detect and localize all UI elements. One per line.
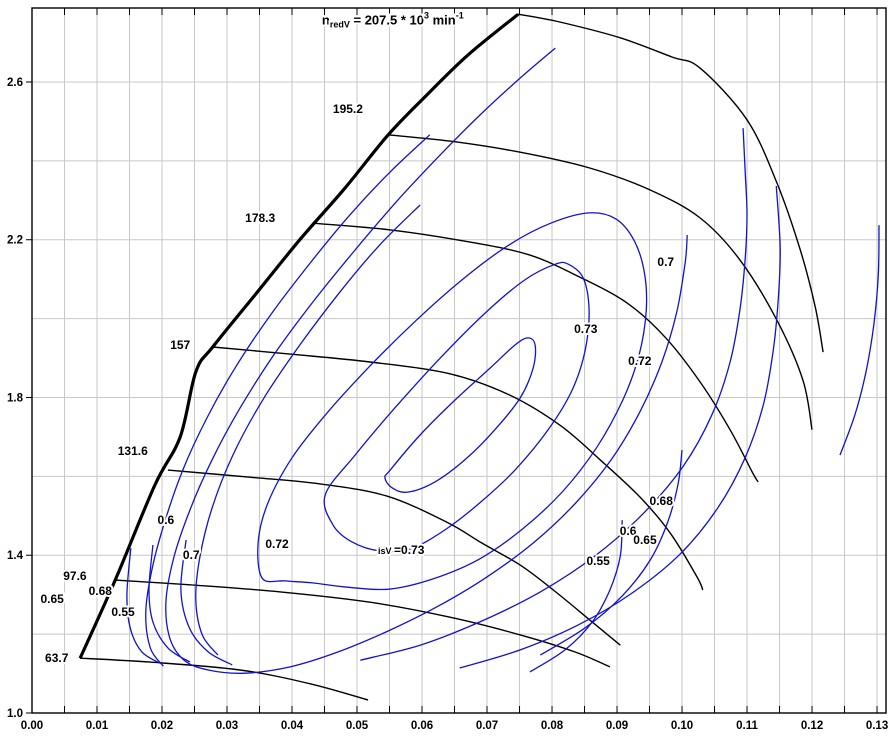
efficiency-label-0.7: 0.7 — [657, 255, 674, 269]
efficiency-contour — [180, 539, 233, 666]
x-axis-tick-label: 0.11 — [736, 720, 758, 732]
efficiency-contour-0.65 — [459, 186, 781, 669]
efficiency-label-=0.73: isV =0.73 — [378, 543, 425, 557]
y-axis-tick-label: 1.0 — [7, 708, 23, 720]
efficiency-label-0.6: 0.6 — [158, 513, 175, 527]
efficiency-label-0.65: 0.65 — [633, 533, 657, 547]
x-axis-tick-label: 0.05 — [346, 720, 369, 732]
efficiency-label-0.7: 0.7 — [183, 548, 200, 562]
surge-line — [78, 12, 520, 659]
x-axis-tick-label: 0.04 — [281, 720, 304, 732]
speed-label-195.2: 195.2 — [333, 102, 363, 116]
speed-label-131.6: 131.6 — [118, 444, 148, 458]
gridlines — [32, 8, 886, 713]
efficiency-contours — [126, 47, 880, 674]
efficiency-contour-0.73 — [323, 261, 590, 553]
efficiency-label-0.72: 0.72 — [628, 354, 652, 368]
efficiency-label-0.55: 0.55 — [586, 554, 610, 568]
y-axis-tick-label: 1.8 — [7, 392, 24, 404]
efficiency-contour — [195, 204, 421, 656]
speed-line-195.2 — [388, 134, 813, 430]
speed-label-97.6: 97.6 — [63, 569, 87, 583]
efficiency-contour-0.7 — [165, 47, 688, 674]
efficiency-label-0.68: 0.68 — [650, 494, 674, 508]
chart-title: nredV = 207.5 * 103 min-1 — [322, 10, 464, 29]
efficiency-label-0.72: 0.72 — [265, 537, 289, 551]
speed-line-207.5 — [518, 13, 824, 353]
efficiency-contour-0.55 — [529, 520, 623, 673]
x-axis-tick-label: 0.09 — [606, 720, 628, 732]
x-axis-tick-label: 0.07 — [476, 720, 498, 732]
efficiency-contour — [839, 225, 880, 456]
speed-lines — [80, 13, 824, 701]
x-axis-tick-label: 0.03 — [216, 720, 238, 732]
x-axis-tick-label: 0.08 — [541, 720, 564, 732]
efficiency-label-0.68: 0.68 — [89, 584, 113, 598]
x-axis-tick-label: 0.06 — [411, 720, 433, 732]
x-axis-tick-label: 0.02 — [151, 720, 173, 732]
x-axis-tick-label: 0.01 — [86, 720, 109, 732]
y-axis-labels: 1.0 1.4 1.8 2.2 2.6 — [7, 77, 24, 720]
efficiency-contour-0.6 — [539, 449, 683, 656]
speed-line-178.3 — [312, 222, 759, 483]
tick-marks — [26, 8, 878, 714]
y-axis-tick-label: 1.4 — [7, 550, 24, 562]
speed-line-63.7 — [80, 657, 369, 701]
efficiency-label-0.6: 0.6 — [620, 524, 637, 538]
efficiency-contour — [148, 544, 191, 663]
x-axis-tick-label: 0.13 — [866, 720, 888, 732]
plot-border — [31, 7, 887, 714]
efficiency-contour-0.72 — [257, 212, 648, 591]
speed-line-131.6 — [167, 469, 621, 646]
speed-label-63.7: 63.7 — [45, 651, 69, 665]
efficiency-contour-0.55 — [126, 548, 163, 665]
efficiency-label-0.55: 0.55 — [111, 605, 135, 619]
speed-label-157: 157 — [170, 338, 190, 352]
speed-line-157 — [212, 346, 704, 591]
curve-labels: 195.2 178.3 157 131.6 97.6 63.7 0.65 0.68 0.55 0.… — [38, 100, 676, 667]
y-axis-tick-label: 2.2 — [7, 235, 23, 247]
x-axis-tick-label: 0.12 — [801, 720, 823, 732]
efficiency-label-0.73: 0.73 — [574, 322, 598, 336]
x-axis-tick-label: 0.00 — [21, 720, 43, 732]
efficiency-contour — [384, 337, 537, 493]
x-axis-labels: 0.00 0.01 0.02 0.03 0.04 0.05 0.06 0.07 0.08 0.09… — [21, 720, 888, 732]
x-axis-tick-label: 0.10 — [671, 720, 693, 732]
efficiency-label-0.65: 0.65 — [40, 592, 64, 606]
y-axis-tick-label: 2.6 — [7, 77, 23, 89]
speed-line-97.6 — [115, 579, 611, 668]
speed-label-178.3: 178.3 — [245, 211, 275, 225]
efficiency-contour-0.68 — [360, 128, 748, 661]
efficiency-contour-0.68 — [145, 134, 431, 667]
